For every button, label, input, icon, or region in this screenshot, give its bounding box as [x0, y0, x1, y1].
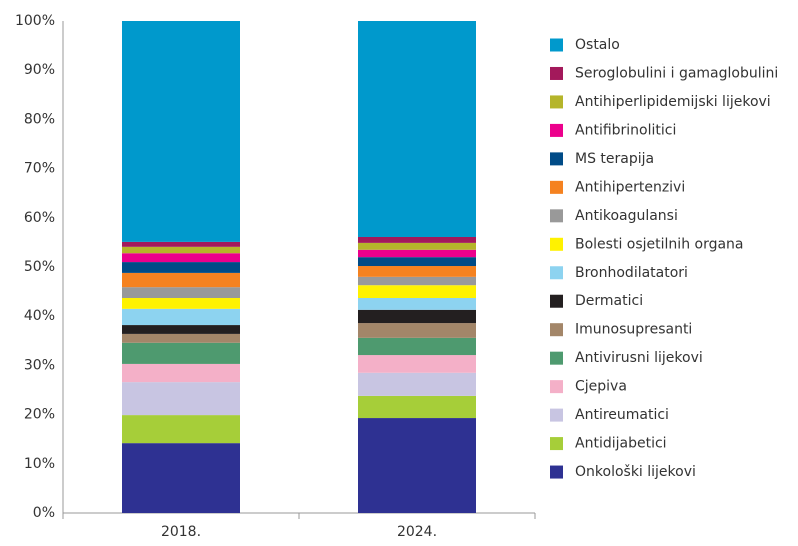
bar-segment [358, 266, 476, 277]
bar-segment [122, 415, 240, 444]
bar-segment [358, 372, 476, 396]
legend-label: Ostalo [575, 37, 620, 53]
bar-segment [358, 418, 476, 513]
legend-label: Antireumatici [575, 407, 669, 423]
bar-segment [122, 21, 240, 242]
legend-swatch [550, 408, 563, 422]
bar-segment [122, 297, 240, 309]
bar-segment [358, 257, 476, 267]
legend-label: Antivirusni lijekovi [575, 350, 703, 366]
legend-swatch [550, 209, 563, 223]
legend-swatch [550, 95, 563, 109]
legend-label: Antihiperlipidemijski lijekovi [575, 94, 771, 110]
bar-segment [358, 285, 476, 298]
bar-segment [358, 242, 476, 250]
bar-segment [358, 323, 476, 338]
y-tick-label: 60% [24, 210, 55, 226]
legend-swatch [550, 66, 563, 80]
bar-segment [358, 249, 476, 258]
bar-segment [122, 325, 240, 334]
y-tick-label: 30% [24, 357, 55, 373]
y-tick-label: 10% [24, 456, 55, 472]
bar-segment [122, 253, 240, 263]
legend-label: MS terapija [575, 151, 654, 167]
x-tick-label: 2018. [161, 524, 201, 540]
bar-segment [122, 272, 240, 288]
legend-swatch [550, 38, 563, 52]
legend-swatch [550, 180, 563, 194]
bar-segment [358, 276, 476, 286]
legend-swatch [550, 237, 563, 251]
legend-swatch [550, 465, 563, 479]
legend-label: Seroglobulini i gamaglobulini [575, 65, 778, 81]
legend-swatch [550, 351, 563, 365]
legend-label: Antihipertenzivi [575, 179, 685, 195]
bar-segment [122, 262, 240, 273]
bar-segment [122, 287, 240, 298]
bar-segment [358, 297, 476, 310]
bar-segment [358, 309, 476, 324]
y-tick-label: 100% [15, 13, 55, 29]
bar-segment [122, 333, 240, 343]
bar-segment [358, 337, 476, 356]
legend-swatch [550, 437, 563, 451]
bar-segment [122, 246, 240, 254]
legend-label: Antidijabetici [575, 436, 667, 452]
y-tick-label: 90% [24, 62, 55, 78]
y-tick-label: 70% [24, 161, 55, 177]
y-tick-label: 20% [24, 407, 55, 423]
legend-swatch [550, 152, 563, 166]
legend-swatch [550, 380, 563, 394]
legend-label: Antifibrinolitici [575, 122, 676, 138]
legend-label: Bronhodilatatori [575, 265, 688, 281]
legend-label: Imunosupresanti [575, 322, 692, 338]
bar-segment [358, 355, 476, 373]
bar-segment [122, 241, 240, 247]
legend-label: Cjepiva [575, 379, 627, 395]
bar-segment [122, 342, 240, 364]
bar-segment [122, 363, 240, 383]
bar-segment [358, 21, 476, 237]
bar-segment [358, 236, 476, 243]
y-tick-label: 0% [33, 505, 55, 521]
legend-swatch [550, 323, 563, 337]
legend-label: Antikoagulansi [575, 208, 678, 224]
x-tick-label: 2024. [397, 524, 437, 540]
bar-segment [358, 395, 476, 419]
legend-label: Bolesti osjetilnih organa [575, 236, 744, 252]
legend-label: Dermatici [575, 293, 643, 309]
y-tick-label: 50% [24, 259, 55, 275]
bar-segment [122, 443, 240, 513]
bar-segment [122, 382, 240, 416]
y-tick-label: 40% [24, 308, 55, 324]
legend-swatch [550, 294, 563, 308]
legend-swatch [550, 266, 563, 280]
legend-swatch [550, 123, 563, 137]
y-tick-label: 80% [24, 111, 55, 127]
legend-label: Onkološki lijekovi [575, 464, 696, 480]
bar-segment [122, 308, 240, 326]
